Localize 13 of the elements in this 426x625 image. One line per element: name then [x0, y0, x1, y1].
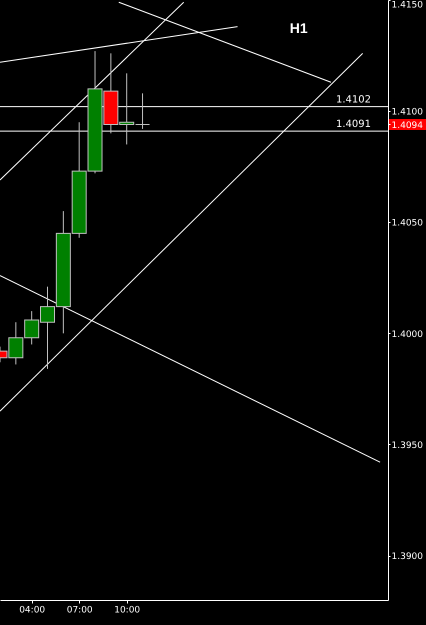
y-tick-label: 1.3900	[392, 552, 424, 562]
x-tick-label: 04:00	[19, 606, 46, 616]
y-tick-label: 1.4000	[392, 330, 424, 340]
ref-line-label: 1.4102	[336, 94, 371, 106]
y-tick-label: 1.4100	[392, 108, 424, 118]
x-tick-label: 07:00	[66, 606, 93, 616]
y-tick-label: 1.4094	[392, 120, 424, 131]
y-tick-label: 1.4150	[392, 0, 424, 10]
y-tick-label: 1.4050	[392, 218, 424, 229]
annotation: H1	[290, 20, 308, 36]
y-tick-label: 1.3950	[392, 440, 424, 451]
ref-line-label: 1.4091	[336, 119, 371, 130]
x-tick-label: 10:00	[114, 606, 140, 616]
